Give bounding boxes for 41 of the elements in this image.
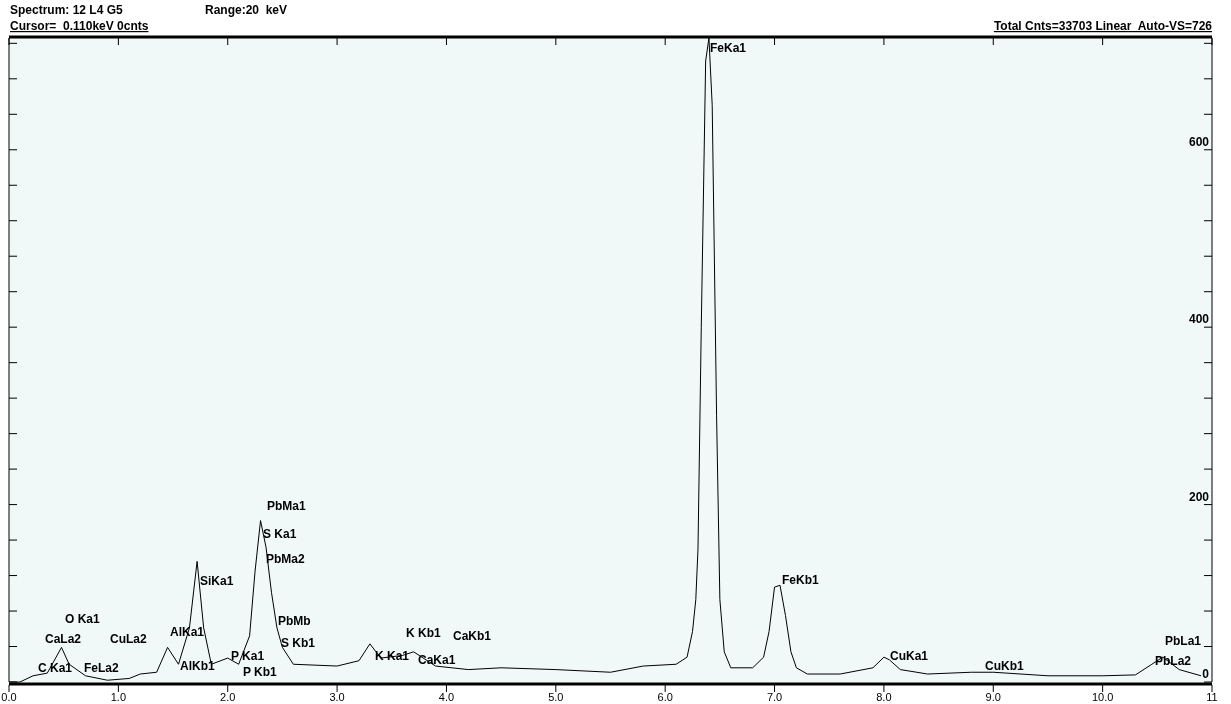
annotation: CuLa2 [110,632,147,646]
y-tick-label: 200 [1188,489,1210,504]
annotation: S Kb1 [281,636,316,650]
annotation: S Ka1 [263,527,297,541]
annotation: PbMa1 [267,499,306,513]
x-tick-label: 1.0 [110,691,127,703]
x-tick-label: 2.0 [220,691,236,703]
annotation: O Ka1 [65,612,101,626]
annotation: PbLa1 [1165,634,1202,648]
x-tick-label: 7.0 [766,691,783,703]
text: Total Cnts=33703 Linear Auto-VS=726 [993,19,1213,33]
x-tick-label: 5.0 [548,691,564,703]
annotation: FeKa1 [710,41,747,55]
annotation: AlKb1 [180,659,215,673]
annotation: CuKa1 [890,649,929,663]
x-tick-label: 3.0 [329,691,345,703]
text: Range:20 keV [205,3,288,17]
annotation: SiKa1 [200,574,234,588]
annotation: AlKa1 [170,625,205,639]
chart-title: Spectrum: 12 L4 G5 [10,3,124,17]
annotation: P Ka1 [231,649,265,663]
annotation: PbMb [278,614,311,628]
y-tick-label: 600 [1188,134,1210,149]
x-tick-label: 0.0 [1,691,17,703]
annotation: CuKb1 [985,659,1024,673]
annotation: FeKb1 [782,573,819,587]
x-tick-label: 10.0 [1091,691,1114,703]
x-tick-label: 8.0 [876,691,892,703]
annotation: CaLa2 [45,632,82,646]
annotation: P Kb1 [243,665,278,679]
x-tick-label: 9.0 [985,691,1001,703]
annotation: CaKb1 [453,629,492,643]
annotation: K Kb1 [406,626,441,640]
y-tick-label: 0 [1202,667,1210,681]
text: Cursor= 0.110keV 0cnts [10,19,149,33]
annotation: C Ka1 [38,661,73,675]
x-tick-label: 4.0 [438,691,455,703]
annotation: FeLa2 [84,661,120,675]
x-tick-label: 6.0 [657,691,673,703]
x-tick-label: 11 [1206,691,1218,703]
y-tick-label: 400 [1188,312,1210,327]
